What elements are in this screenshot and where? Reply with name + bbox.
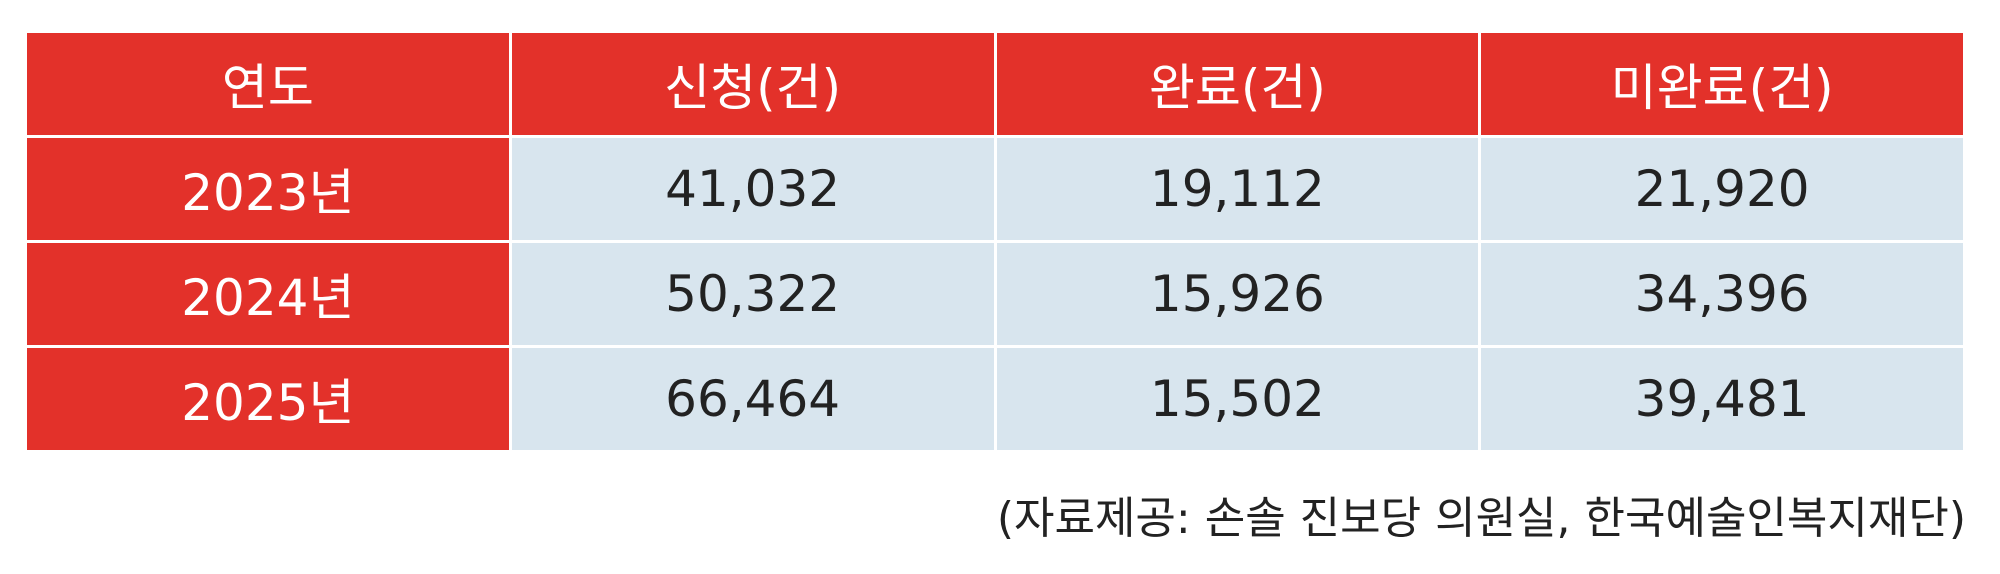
value-cell: 21,920 [1478, 135, 1966, 243]
table-body: 2023년 41,032 19,112 21,920 2024년 50,322 15,926… [24, 135, 1966, 453]
value-cell: 50,322 [508, 240, 997, 348]
data-table: 연도 신청(건) 완료(건) 미완료(건) 2023년 41,032 19,112 21,9… [24, 30, 1966, 453]
value-cell: 19,112 [993, 135, 1482, 243]
value-cell: 39,481 [1478, 345, 1966, 453]
year-cell: 2023년 [24, 135, 512, 243]
header-cell: 완료(건) [993, 30, 1482, 138]
value-cell: 41,032 [508, 135, 997, 243]
header-cell: 연도 [24, 30, 512, 138]
value-cell: 34,396 [1478, 240, 1966, 348]
year-cell: 2024년 [24, 240, 512, 348]
value-cell: 66,464 [508, 345, 997, 453]
year-cell: 2025년 [24, 345, 512, 453]
value-cell: 15,502 [993, 345, 1482, 453]
caption: (자료제공: 손솔 진보당 의원실, 한국예술인복지재단) [996, 493, 1966, 544]
table-row: 2024년 50,322 15,926 34,396 [24, 240, 1966, 348]
header-cell: 미완료(건) [1478, 30, 1966, 138]
value-cell: 15,926 [993, 240, 1482, 348]
table-header: 연도 신청(건) 완료(건) 미완료(건) [24, 30, 1966, 138]
table-row: 2025년 66,464 15,502 39,481 [24, 345, 1966, 453]
header-cell: 신청(건) [508, 30, 997, 138]
table-row: 2023년 41,032 19,112 21,920 [24, 135, 1966, 243]
header-row: 연도 신청(건) 완료(건) 미완료(건) [24, 30, 1966, 138]
